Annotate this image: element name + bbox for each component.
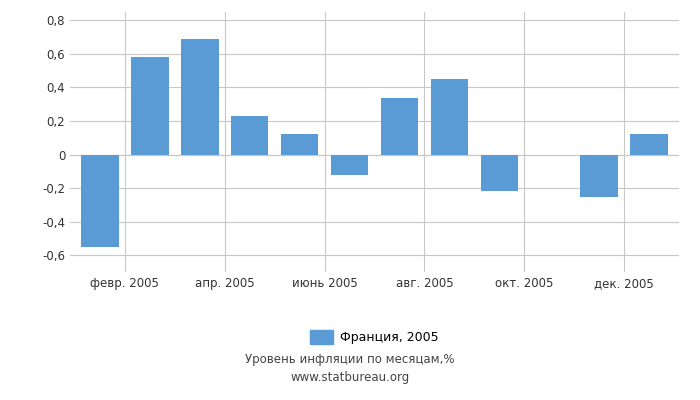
Bar <box>580 154 618 196</box>
Text: Уровень инфляции по месяцам,%
www.statbureau.org: Уровень инфляции по месяцам,% www.statbu… <box>245 353 455 384</box>
Bar <box>181 39 218 154</box>
Bar <box>231 116 268 154</box>
Bar <box>481 154 518 192</box>
Bar <box>430 79 468 154</box>
Bar <box>81 154 119 247</box>
Bar <box>131 57 169 154</box>
Bar <box>281 134 318 154</box>
Bar <box>630 134 668 154</box>
Legend: Франция, 2005: Франция, 2005 <box>305 325 444 350</box>
Bar <box>381 98 418 154</box>
Bar <box>331 154 368 175</box>
